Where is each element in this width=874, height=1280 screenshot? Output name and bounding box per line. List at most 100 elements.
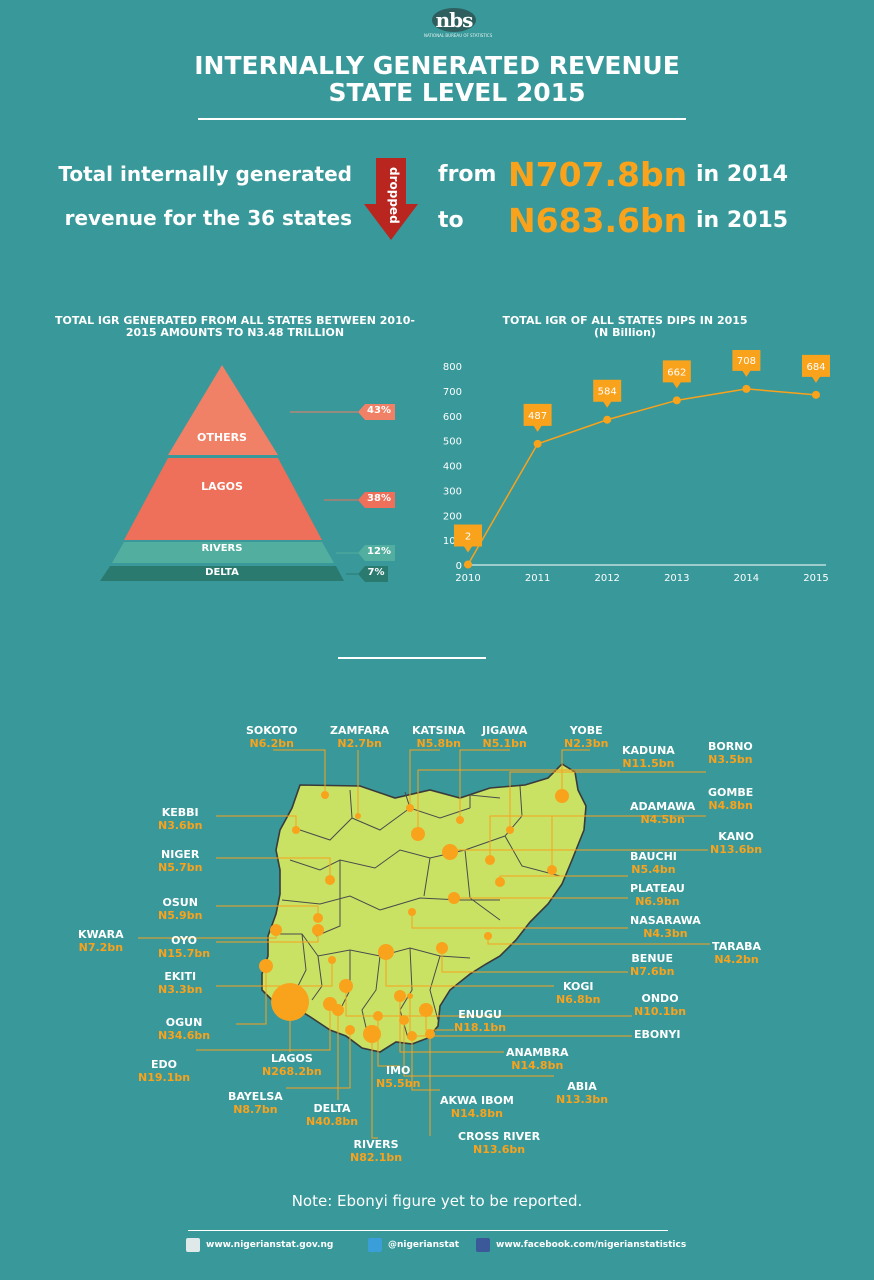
pyramid-title-line-1: TOTAL IGR GENERATED FROM ALL STATES BETW… [55, 314, 415, 327]
state-label: OYO N15.7bn [158, 934, 210, 960]
state-name: RIVERS [353, 1138, 399, 1151]
state-value: N7.2bn [78, 941, 124, 954]
state-name: OYO [171, 934, 197, 947]
state-label: ABIA N13.3bn [556, 1080, 608, 1106]
state-label: ENUGU N18.1bn [454, 1008, 506, 1034]
state-name: LAGOS [270, 1052, 313, 1065]
state-value: N3.5bn [708, 753, 753, 766]
state-label: BAYELSA N8.7bn [228, 1090, 283, 1116]
state-name: YOBE [569, 724, 603, 737]
leader-line [216, 815, 297, 830]
state-value: N8.7bn [233, 1103, 278, 1116]
state-label: JIGAWA N5.1bn [482, 724, 527, 750]
state-label: BORNO N3.5bn [708, 740, 753, 766]
leader-line [236, 966, 267, 1025]
data-label-bubble [454, 524, 482, 553]
state-value: N5.1bn [482, 737, 527, 750]
state-name: ADAMAWA [630, 800, 696, 813]
x-tick-label: 2013 [664, 573, 689, 584]
data-label-bubble [802, 354, 830, 383]
state-name: ABIA [567, 1080, 597, 1093]
leader-line [425, 1010, 454, 1031]
state-label: KWARA N7.2bn [78, 928, 124, 954]
leader-line [377, 1016, 400, 1067]
state-value: N2.3bn [564, 737, 609, 750]
pct-tag-others: 43% [367, 405, 391, 416]
y-tick-label: 300 [443, 486, 462, 497]
state-label: OGUN N34.6bn [158, 1016, 210, 1042]
summary-text: Total internally generated revenue for t… [40, 152, 352, 240]
layer-label-others: OTHERS [197, 431, 247, 444]
leader-line [459, 749, 510, 820]
state-value: N18.1bn [454, 1021, 507, 1034]
state-label: ADAMAWA N4.5bn [630, 800, 695, 826]
state-value: N6.8bn [556, 993, 601, 1006]
leader-line [509, 771, 706, 830]
twitter-icon [368, 1238, 382, 1252]
pyramid-layer-lagos [124, 458, 322, 540]
state-value: N3.3bn [158, 983, 203, 996]
title-line-2: STATE LEVEL 2015 [328, 78, 586, 107]
state-label: TARABA N4.2bn [712, 940, 761, 966]
state-value: N34.6bn [158, 1029, 211, 1042]
footer-twitter[interactable]: @nigerianstat [368, 1238, 459, 1252]
data-label-bubble [593, 379, 622, 408]
series-line [467, 388, 817, 565]
pyramid-title: TOTAL IGR GENERATED FROM ALL STATES BETW… [30, 315, 440, 339]
data-point [812, 390, 820, 399]
state-name: JIGAWA [482, 724, 528, 737]
state-value: N13.6bn [710, 843, 763, 856]
leader-line [409, 996, 632, 1037]
footer-facebook[interactable]: www.facebook.com/nigerianstatistics [476, 1238, 686, 1252]
y-tick-label: 600 [443, 412, 462, 423]
footer-website[interactable]: www.nigerianstat.gov.ng [186, 1238, 333, 1252]
leader-line [487, 936, 710, 945]
pct-tag-lagos: 38% [367, 493, 391, 504]
layer-label-delta: DELTA [205, 567, 239, 578]
leader-line [286, 1030, 351, 1089]
state-value: N4.2bn [714, 953, 759, 966]
state-label: AKWA IBOM N14.8bn [440, 1094, 514, 1120]
state-value: N4.8bn [708, 799, 753, 812]
state-value: N6.9bn [635, 895, 680, 908]
data-label: 487 [528, 411, 547, 422]
state-name: EBONYI [634, 1028, 681, 1041]
state-name: GOMBE [708, 786, 754, 799]
y-tick-label: 0 [456, 561, 462, 572]
state-label: NASARAWA N4.3bn [630, 914, 701, 940]
state-label: EKITI N3.3bn [158, 970, 202, 996]
state-label: OSUN N5.9bn [158, 896, 202, 922]
state-name: PLATEAU [630, 882, 685, 895]
leader-line [273, 749, 326, 795]
leader-line [409, 749, 440, 808]
pct-tag-rivers: 12% [367, 546, 391, 557]
state-label: ZAMFARA N2.7bn [330, 724, 389, 750]
state-label: EDO N19.1bn [138, 1058, 190, 1084]
state-label: PLATEAU N6.9bn [630, 882, 685, 908]
state-name: TARABA [712, 940, 762, 953]
row-2014: from N707.8bn in 2014 [438, 152, 858, 196]
footer-divider [188, 1230, 668, 1231]
state-value: N5.9bn [158, 909, 203, 922]
state-label: KOGI N6.8bn [556, 980, 600, 1006]
data-label: 708 [737, 356, 756, 367]
state-value: N5.4bn [631, 863, 676, 876]
leader-line [385, 952, 554, 987]
chart-title: TOTAL IGR OF ALL STATES DIPS IN 2015 [502, 314, 748, 327]
igr-line-chart: 0 100 200 300 400 500 600 700 800 2010 2011 2012 201… [443, 350, 830, 584]
state-name: OGUN [165, 1016, 203, 1029]
to-label: to [438, 207, 464, 233]
state-value: N10.1bn [634, 1005, 687, 1018]
year-2014: in 2014 [696, 161, 789, 187]
state-value: N5.5bn [376, 1077, 421, 1090]
pct-tag-delta: 7% [367, 567, 385, 578]
leader-line [403, 1020, 554, 1077]
state-value: N4.3bn [643, 927, 688, 940]
title-line-1: INTERNALLY GENERATED REVENUE [194, 51, 680, 80]
chart-title-block: TOTAL IGR OF ALL STATES DIPS IN 2015 (N … [470, 315, 780, 339]
title-divider [198, 118, 686, 120]
state-label: KATSINA N5.8bn [412, 724, 465, 750]
state-name: AKWA IBOM [440, 1094, 514, 1107]
state-label: LAGOS N268.2bn [262, 1052, 322, 1078]
state-label: RIVERS N82.1bn [350, 1138, 402, 1164]
